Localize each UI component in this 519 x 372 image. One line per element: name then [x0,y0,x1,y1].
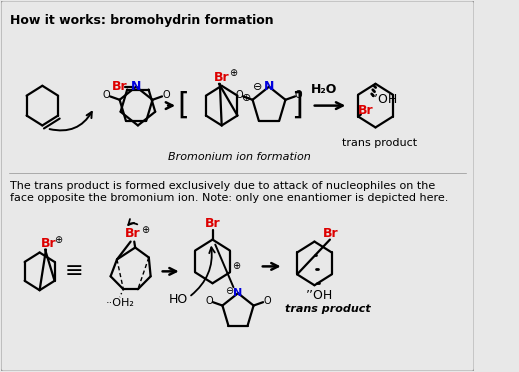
Text: ]: ] [291,91,303,120]
Text: O: O [263,296,271,306]
Text: Br: Br [358,104,373,117]
Text: Br: Br [323,227,338,240]
Text: ’’OH: ’’OH [371,93,398,106]
Text: ⊕: ⊕ [141,225,149,235]
Text: ≡: ≡ [65,262,84,281]
Text: trans product: trans product [343,138,418,148]
Text: [: [ [177,91,189,120]
Text: O: O [295,90,303,100]
Text: ⊖: ⊖ [253,82,263,92]
Text: Bromonium ion formation: Bromonium ion formation [169,152,311,162]
Text: N: N [131,80,141,93]
Text: ··OH₂: ··OH₂ [105,298,134,308]
Text: Br: Br [125,227,140,240]
FancyBboxPatch shape [1,0,474,372]
Text: Br: Br [214,71,229,84]
Text: ⊕: ⊕ [229,68,238,78]
Text: ⊕: ⊕ [232,262,240,272]
Text: Br: Br [41,237,57,250]
Text: Br: Br [112,80,128,93]
Text: O: O [162,90,170,100]
Text: HO: HO [168,293,187,306]
Text: face opposite the bromonium ion. Note: only one enantiomer is depicted here.: face opposite the bromonium ion. Note: o… [10,193,449,203]
Text: ⊕: ⊕ [54,235,62,245]
Text: H₂O: H₂O [311,83,338,96]
Text: ⊖: ⊖ [225,286,233,296]
Text: Br: Br [204,217,221,230]
Text: O: O [102,90,110,100]
Text: N: N [264,80,274,93]
Text: ⊕: ⊕ [242,93,252,103]
Text: O: O [236,90,243,100]
Text: O: O [206,296,213,306]
Text: ’’OH: ’’OH [305,289,333,302]
Text: How it works: bromohydrin formation: How it works: bromohydrin formation [10,14,274,27]
Text: N: N [234,288,242,298]
Text: The trans product is formed exclusively due to attack of nucleophiles on the: The trans product is formed exclusively … [10,181,436,191]
Text: trans product: trans product [285,304,371,314]
